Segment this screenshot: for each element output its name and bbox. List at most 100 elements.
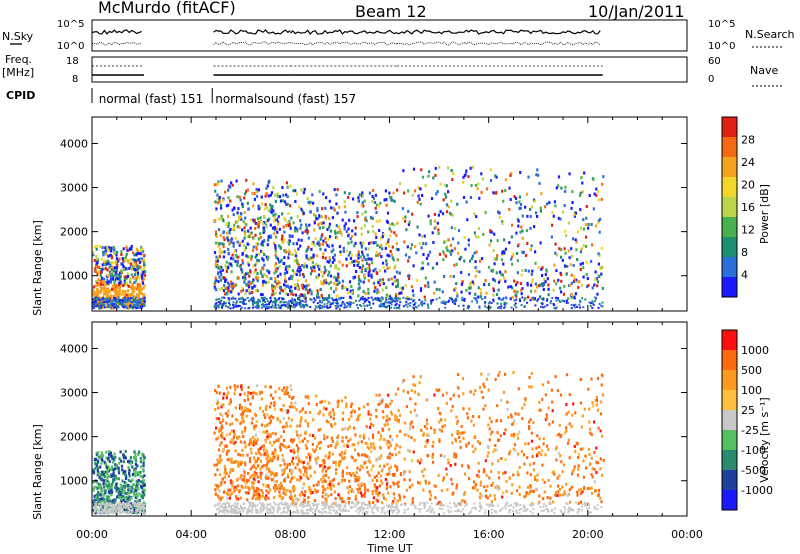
- heatmap-cell: [127, 508, 130, 511]
- heatmap-cell: [332, 290, 336, 294]
- heatmap-cell: [118, 281, 122, 285]
- heatmap-cell: [140, 298, 143, 301]
- heatmap-cell: [394, 304, 397, 307]
- heatmap-cell: [430, 300, 433, 303]
- heatmap-cell: [583, 171, 586, 175]
- heatmap-cell: [140, 465, 143, 469]
- heatmap-cell: [273, 297, 276, 300]
- heatmap-cell: [117, 494, 120, 498]
- heatmap-cell: [423, 302, 426, 305]
- heatmap-cell: [338, 453, 342, 457]
- heatmap-cell: [142, 481, 145, 485]
- heatmap-cell: [92, 253, 95, 257]
- heatmap-cell: [247, 508, 249, 511]
- heatmap-cell: [282, 416, 285, 420]
- heatmap-cell: [515, 201, 518, 205]
- heatmap-cell: [329, 274, 333, 278]
- heatmap-cell: [135, 511, 138, 514]
- heatmap-cell: [509, 297, 512, 301]
- heatmap-cell: [236, 220, 239, 224]
- heatmap-cell: [377, 204, 380, 208]
- heatmap-cell: [101, 510, 104, 513]
- heatmap-cell: [249, 218, 252, 222]
- heatmap-cell: [464, 174, 467, 177]
- heatmap-cell: [508, 207, 511, 211]
- heatmap-cell: [99, 282, 103, 286]
- heatmap-cell: [255, 253, 258, 257]
- heatmap-cell: [377, 431, 380, 434]
- heatmap-cell: [328, 270, 331, 274]
- heatmap-cell: [248, 300, 250, 303]
- heatmap-cell: [118, 288, 121, 292]
- heatmap-cell: [103, 475, 106, 479]
- heatmap-cell: [236, 503, 239, 506]
- heatmap-cell: [218, 502, 221, 505]
- heatmap-cell: [414, 306, 417, 308]
- heatmap-cell: [226, 291, 229, 295]
- cpid-label: normal (fast) 151: [99, 92, 203, 106]
- heatmap-cell: [108, 504, 111, 507]
- heatmap-cell: [349, 256, 353, 260]
- heatmap-cell: [297, 498, 300, 502]
- colorbar-tick-label: 4: [741, 269, 748, 282]
- heatmap-cell: [235, 487, 238, 491]
- heatmap-cell: [92, 507, 95, 510]
- heatmap-cell: [220, 286, 223, 290]
- heatmap-cell: [375, 393, 378, 397]
- heatmap-cell: [465, 288, 468, 292]
- heatmap-cell: [284, 279, 287, 283]
- heatmap-cell: [360, 203, 363, 207]
- heatmap-cell: [262, 258, 265, 262]
- heatmap-cell: [216, 399, 219, 403]
- colorbar-swatch: [722, 157, 737, 177]
- heatmap-cell: [104, 511, 107, 514]
- heatmap-cell: [221, 276, 224, 280]
- heatmap-cell: [94, 504, 97, 507]
- heatmap-cell: [535, 285, 539, 289]
- heatmap-cell: [357, 294, 360, 298]
- heatmap-cell: [364, 210, 367, 214]
- heatmap-cell: [244, 445, 247, 449]
- heatmap-cell: [378, 219, 381, 223]
- heatmap-cell: [248, 306, 251, 309]
- heatmap-cell: [281, 199, 285, 203]
- heatmap-cell: [129, 264, 132, 268]
- cpid-label: normalsound (fast) 157: [215, 92, 356, 106]
- heatmap-cell: [299, 244, 302, 248]
- heatmap-cell: [318, 446, 322, 450]
- heatmap-cell: [265, 429, 269, 433]
- heatmap-cell: [130, 286, 134, 290]
- heatmap-cell: [125, 299, 128, 302]
- heatmap-cell: [321, 495, 324, 499]
- heatmap-cell: [118, 503, 120, 506]
- heatmap-cell: [216, 263, 219, 267]
- heatmap-cell: [93, 306, 96, 309]
- heatmap-cell: [310, 289, 313, 293]
- heatmap-cell: [230, 256, 233, 260]
- heatmap-cell: [112, 471, 115, 475]
- heatmap-cell: [287, 304, 290, 307]
- heatmap-cell: [516, 281, 519, 285]
- heatmap-cell: [268, 421, 271, 425]
- heatmap-cell: [243, 392, 246, 396]
- heatmap-cell: [102, 493, 105, 497]
- heatmap-cell: [129, 506, 132, 508]
- heatmap-cell: [316, 207, 319, 210]
- heatmap-cell: [348, 192, 351, 196]
- heatmap-cell: [502, 199, 505, 203]
- heatmap-cell: [354, 458, 358, 462]
- heatmap-cell: [390, 306, 393, 309]
- heatmap-cell: [218, 200, 221, 204]
- heatmap-cell: [118, 457, 121, 461]
- heatmap-cell: [497, 280, 501, 284]
- heatmap-cell: [94, 510, 97, 513]
- heatmap-cell: [292, 242, 295, 246]
- heatmap-cell: [441, 212, 445, 216]
- heatmap-cell: [369, 417, 372, 421]
- heatmap-cell: [260, 242, 263, 246]
- heatmap-cell: [526, 214, 529, 218]
- heatmap-cell: [581, 261, 584, 265]
- heatmap-cell: [436, 190, 439, 194]
- heatmap-cell: [123, 455, 126, 459]
- heatmap-cell: [142, 253, 145, 257]
